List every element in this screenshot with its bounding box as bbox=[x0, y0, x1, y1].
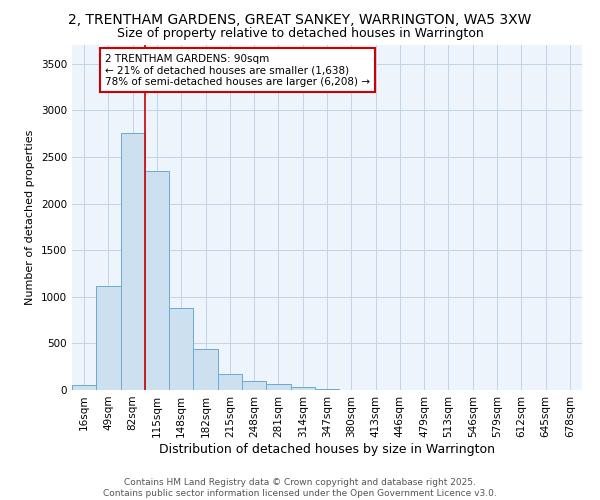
Text: Size of property relative to detached houses in Warrington: Size of property relative to detached ho… bbox=[116, 28, 484, 40]
Bar bbox=[290, 386, 315, 390]
Bar bbox=[315, 388, 339, 390]
Bar bbox=[72, 386, 96, 390]
Text: 2 TRENTHAM GARDENS: 90sqm
← 21% of detached houses are smaller (1,638)
78% of se: 2 TRENTHAM GARDENS: 90sqm ← 21% of detac… bbox=[105, 54, 370, 87]
Bar bbox=[169, 308, 193, 390]
Bar bbox=[121, 132, 145, 390]
Bar bbox=[145, 171, 169, 390]
Bar bbox=[96, 286, 121, 390]
Text: 2, TRENTHAM GARDENS, GREAT SANKEY, WARRINGTON, WA5 3XW: 2, TRENTHAM GARDENS, GREAT SANKEY, WARRI… bbox=[68, 12, 532, 26]
X-axis label: Distribution of detached houses by size in Warrington: Distribution of detached houses by size … bbox=[159, 442, 495, 456]
Bar bbox=[218, 374, 242, 390]
Y-axis label: Number of detached properties: Number of detached properties bbox=[25, 130, 35, 305]
Bar bbox=[193, 349, 218, 390]
Bar bbox=[266, 384, 290, 390]
Text: Contains HM Land Registry data © Crown copyright and database right 2025.
Contai: Contains HM Land Registry data © Crown c… bbox=[103, 478, 497, 498]
Bar bbox=[242, 381, 266, 390]
